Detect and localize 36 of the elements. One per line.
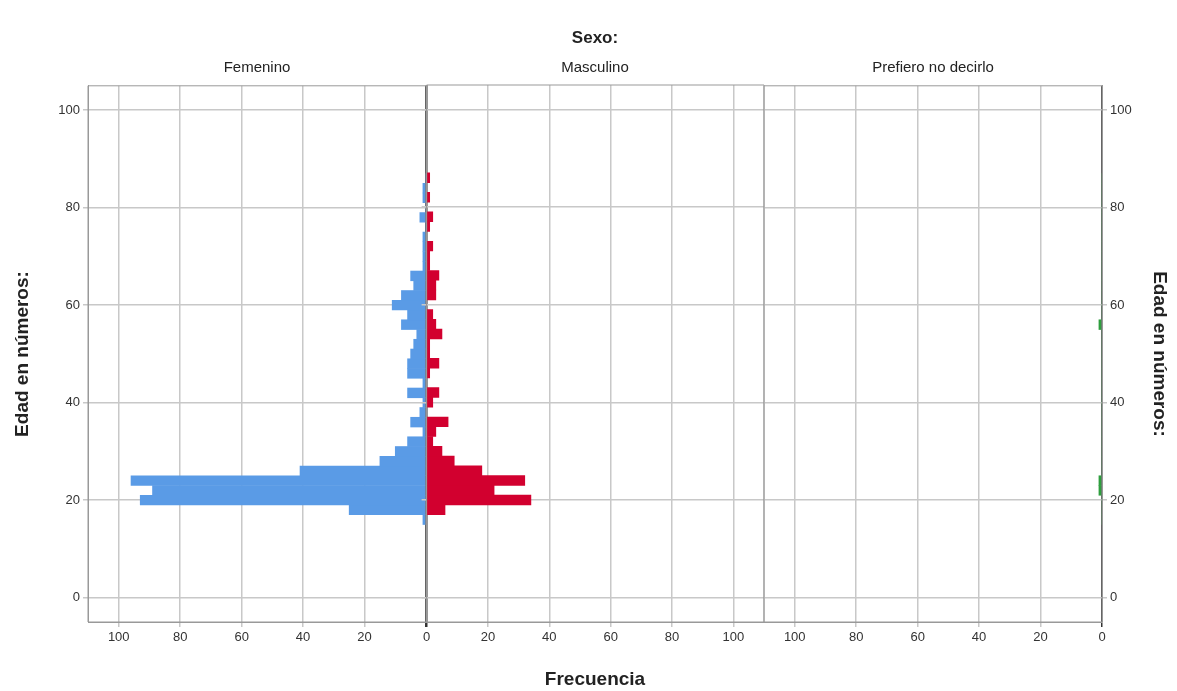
- y-tick-label: 60: [1110, 296, 1125, 312]
- x-tick-label: 60: [910, 629, 925, 645]
- x-tick-label: 0: [1098, 629, 1106, 645]
- y-tick-label: 100: [1110, 101, 1132, 117]
- chart-subtitle: Masculino: [561, 58, 629, 75]
- chart-subtitle: Prefiero no decirlo: [872, 58, 994, 75]
- y-axis-title: Edad en números:: [1149, 270, 1171, 437]
- y-tick-label: 0: [72, 589, 80, 605]
- x-tick-label: 80: [172, 629, 188, 645]
- x-tick-label: 60: [603, 629, 618, 645]
- y-tick-label: 100: [58, 101, 80, 117]
- x-tick-label: 20: [357, 629, 372, 645]
- y-axis-title: Edad en números:: [11, 270, 33, 437]
- x-tick-label: 40: [542, 629, 557, 645]
- x-tick-label: 20: [1033, 629, 1048, 645]
- x-tick-label: 60: [234, 629, 249, 645]
- y-tick-label: 0: [1110, 589, 1118, 605]
- x-tick-label: 80: [664, 629, 680, 645]
- x-tick-label: 100: [107, 629, 130, 645]
- x-tick-label: 80: [848, 629, 864, 645]
- x-tick-label: 40: [971, 629, 987, 645]
- chart-title: Sexo:: [571, 28, 619, 48]
- x-tick-label: 100: [722, 629, 745, 645]
- x-tick-label: 20: [480, 629, 496, 645]
- y-tick-label: 40: [1110, 394, 1125, 410]
- y-tick-label: 20: [1110, 491, 1125, 507]
- y-tick-label: 60: [65, 296, 80, 312]
- y-tick-label: 80: [1110, 199, 1125, 215]
- x-tick-label: 40: [295, 629, 311, 645]
- x-tick-label: 100: [783, 629, 806, 645]
- x-axis-title: Frecuencia: [544, 668, 646, 690]
- y-tick-label: 20: [65, 491, 80, 507]
- y-tick-label: 40: [65, 394, 80, 410]
- x-tick-label: 0: [423, 629, 431, 645]
- chart-subtitle: Femenino: [223, 58, 291, 75]
- y-tick-label: 80: [65, 199, 80, 215]
